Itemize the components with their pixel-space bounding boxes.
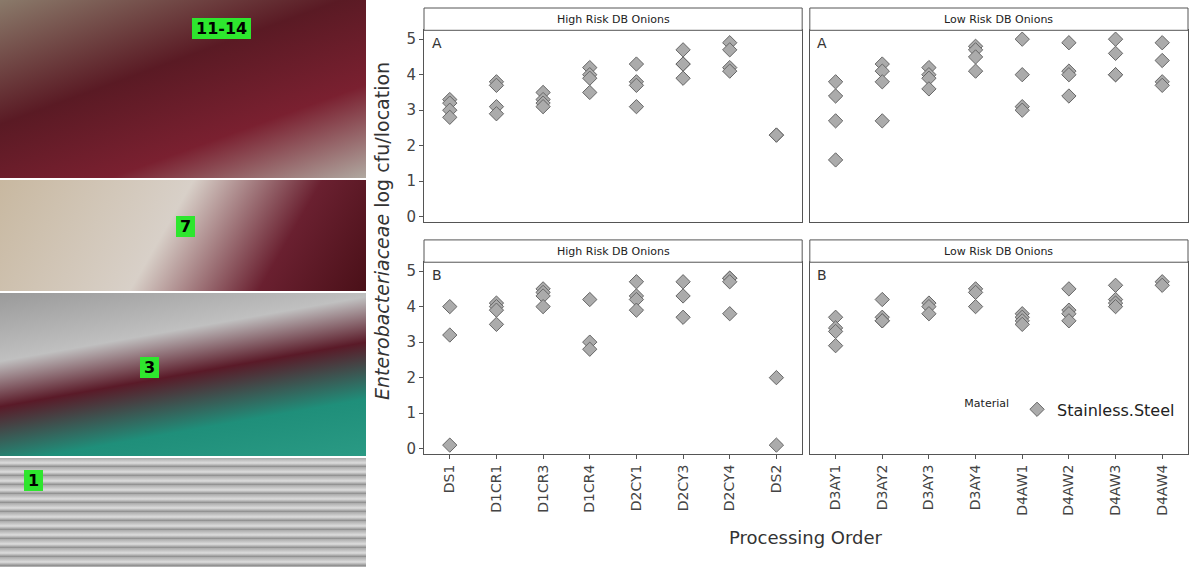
svg-text:D1CR4: D1CR4 <box>581 465 597 513</box>
svg-text:D4AW4: D4AW4 <box>1154 465 1170 516</box>
svg-text:4: 4 <box>406 298 416 316</box>
svg-text:D4AW3: D4AW3 <box>1107 465 1123 516</box>
svg-text:5: 5 <box>406 262 416 280</box>
svg-text:High Risk DB Onions: High Risk DB Onions <box>557 13 670 26</box>
svg-text:1: 1 <box>406 172 416 190</box>
svg-text:D4AW2: D4AW2 <box>1060 465 1076 516</box>
svg-text:5: 5 <box>406 30 416 48</box>
svg-text:High Risk DB Onions: High Risk DB Onions <box>557 245 670 258</box>
html-text:1: 1 <box>28 471 40 490</box>
svg-text:D4AW1: D4AW1 <box>1014 465 1030 516</box>
html-text:7: 7 <box>180 217 192 236</box>
svg-text:DS1: DS1 <box>441 465 457 494</box>
svg-text:D3AY1: D3AY1 <box>827 465 843 511</box>
svg-text:Processing Order: Processing Order <box>729 527 883 548</box>
svg-text:3: 3 <box>406 101 416 119</box>
svg-text:DS2: DS2 <box>768 465 784 494</box>
svg-text:D1CR3: D1CR3 <box>535 465 551 513</box>
svg-text:B: B <box>432 267 442 283</box>
svg-text:Enterobacteriaceae log cfu/loc: Enterobacteriaceae log cfu/location <box>372 62 393 400</box>
svg-text:2: 2 <box>406 137 416 155</box>
svg-text:D1CR1: D1CR1 <box>488 465 504 513</box>
svg-text:0: 0 <box>406 440 416 458</box>
svg-text:D2CY4: D2CY4 <box>721 465 737 512</box>
svg-text:A: A <box>432 35 442 51</box>
svg-text:D3AY4: D3AY4 <box>967 465 983 511</box>
svg-text:Material: Material <box>964 397 1009 410</box>
svg-text:D3AY3: D3AY3 <box>920 465 936 511</box>
svg-text:D3AY2: D3AY2 <box>874 465 890 511</box>
html-text:11-14: 11-14 <box>196 19 248 38</box>
svg-text:A: A <box>817 35 827 51</box>
svg-text:2: 2 <box>406 369 416 387</box>
svg-text:0: 0 <box>406 208 416 226</box>
html-text:3: 3 <box>144 358 156 377</box>
svg-text:Low Risk DB Onions: Low Risk DB Onions <box>944 245 1053 258</box>
svg-text:B: B <box>817 267 827 283</box>
svg-text:1: 1 <box>406 404 416 422</box>
svg-text:4: 4 <box>406 66 416 84</box>
svg-text:Stainless.Steel: Stainless.Steel <box>1057 401 1174 420</box>
svg-text:Low Risk DB Onions: Low Risk DB Onions <box>944 13 1053 26</box>
svg-text:3: 3 <box>406 333 416 351</box>
svg-text:D2CY3: D2CY3 <box>675 465 691 512</box>
svg-text:D2CY1: D2CY1 <box>628 465 644 512</box>
